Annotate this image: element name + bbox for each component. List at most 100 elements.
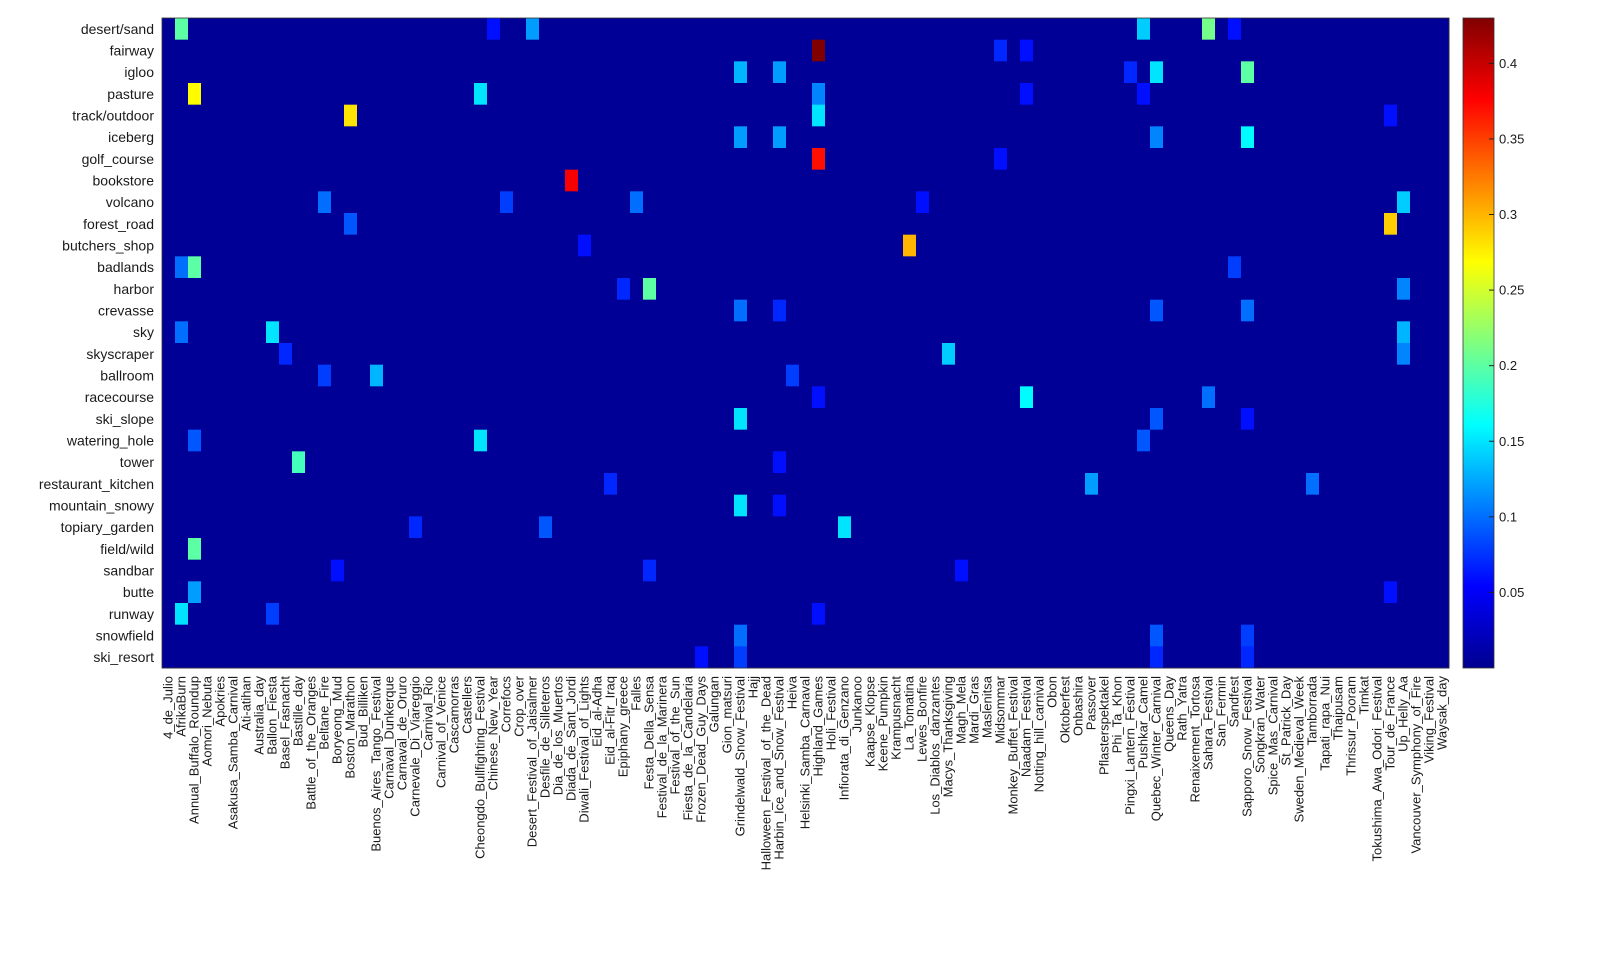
heatmap-cell [305, 343, 319, 366]
heatmap-cell [1371, 321, 1385, 344]
heatmap-cell [1215, 603, 1229, 626]
heatmap-cell [318, 516, 332, 539]
heatmap-cell [1371, 256, 1385, 279]
heatmap-cell [201, 646, 215, 669]
column-label: Basel_Fasnacht [278, 676, 293, 770]
heatmap-cell [474, 473, 488, 496]
heatmap-cell [1358, 646, 1372, 669]
heatmap-cell [916, 364, 930, 387]
heatmap-cell [721, 559, 735, 582]
heatmap-cell [1410, 61, 1424, 84]
heatmap-cell [838, 516, 852, 539]
heatmap-cell [266, 278, 280, 301]
heatmap-cell [1202, 494, 1216, 517]
heatmap-cell [1072, 386, 1086, 409]
heatmap-cell [1280, 581, 1294, 604]
heatmap-cell [1111, 473, 1125, 496]
heatmap-cell [643, 429, 657, 452]
heatmap-cell [539, 408, 553, 431]
heatmap-cell [240, 473, 254, 496]
heatmap-cell [1150, 429, 1164, 452]
heatmap-cell [1059, 494, 1073, 517]
heatmap-cell [461, 603, 475, 626]
heatmap-cell [916, 603, 930, 626]
heatmap-cell [994, 343, 1008, 366]
heatmap-cell [409, 538, 423, 561]
heatmap-cell [1020, 169, 1034, 192]
heatmap-cell [591, 559, 605, 582]
heatmap-cell [1319, 451, 1333, 474]
heatmap-cell [175, 83, 189, 106]
heatmap-cell [331, 18, 345, 41]
heatmap-cell [786, 343, 800, 366]
heatmap-cell [1241, 451, 1255, 474]
heatmap-cell [734, 234, 748, 257]
heatmap-cell [1306, 581, 1320, 604]
heatmap-cell [162, 603, 176, 626]
heatmap-cell [1007, 278, 1021, 301]
heatmap-cell [1358, 83, 1372, 106]
heatmap-cell [669, 299, 683, 322]
heatmap-cell [1059, 538, 1073, 561]
heatmap-cell [669, 494, 683, 517]
heatmap-cell [1085, 83, 1099, 106]
heatmap-cell [396, 429, 410, 452]
heatmap-cell [1085, 18, 1099, 41]
heatmap-cell [162, 278, 176, 301]
column-label: Sandfest [1227, 676, 1242, 728]
heatmap-cell [1306, 646, 1320, 669]
heatmap-cell [357, 278, 371, 301]
heatmap-cell [1293, 494, 1307, 517]
heatmap-cell [617, 473, 631, 496]
heatmap-cell [877, 559, 891, 582]
heatmap-cell [890, 364, 904, 387]
heatmap-cell [1384, 646, 1398, 669]
heatmap-cell [1202, 429, 1216, 452]
heatmap-cell [344, 191, 358, 214]
heatmap-cell [188, 516, 202, 539]
heatmap-cell [604, 191, 618, 214]
heatmap-cell [1111, 516, 1125, 539]
heatmap-cell [188, 39, 202, 62]
heatmap-cell [721, 83, 735, 106]
heatmap-cell [253, 408, 267, 431]
heatmap-cell [1384, 451, 1398, 474]
heatmap-cell [240, 408, 254, 431]
heatmap-cell [1228, 18, 1242, 41]
heatmap-cell [552, 408, 566, 431]
heatmap-cell [266, 494, 280, 517]
heatmap-cell [1280, 61, 1294, 84]
heatmap-cell [734, 104, 748, 127]
heatmap-cell [227, 148, 241, 171]
heatmap-cell [539, 343, 553, 366]
heatmap-cell [981, 451, 995, 474]
heatmap-cell [162, 343, 176, 366]
heatmap-cell [669, 343, 683, 366]
heatmap-cell [604, 364, 618, 387]
heatmap-cell [513, 581, 527, 604]
heatmap-cell [1163, 18, 1177, 41]
heatmap-cell [357, 494, 371, 517]
heatmap-cell [383, 559, 397, 582]
heatmap-cell [344, 213, 358, 236]
heatmap-cell [578, 451, 592, 474]
heatmap-cell [1436, 603, 1450, 626]
heatmap-cell [175, 603, 189, 626]
row-label: forest_road [83, 216, 154, 232]
heatmap-cell [357, 256, 371, 279]
heatmap-cell [669, 148, 683, 171]
heatmap-cell [227, 213, 241, 236]
heatmap-cell [266, 429, 280, 452]
heatmap-cell [838, 39, 852, 62]
heatmap-cell [435, 473, 449, 496]
heatmap-cells [162, 18, 1450, 669]
heatmap-cell [253, 343, 267, 366]
heatmap-cell [318, 169, 332, 192]
heatmap-cell [1007, 343, 1021, 366]
heatmap-cell [1163, 494, 1177, 517]
heatmap-cell [682, 61, 696, 84]
heatmap-cell [955, 364, 969, 387]
heatmap-cell [955, 104, 969, 127]
heatmap-cell [1072, 429, 1086, 452]
heatmap-cell [617, 191, 631, 214]
